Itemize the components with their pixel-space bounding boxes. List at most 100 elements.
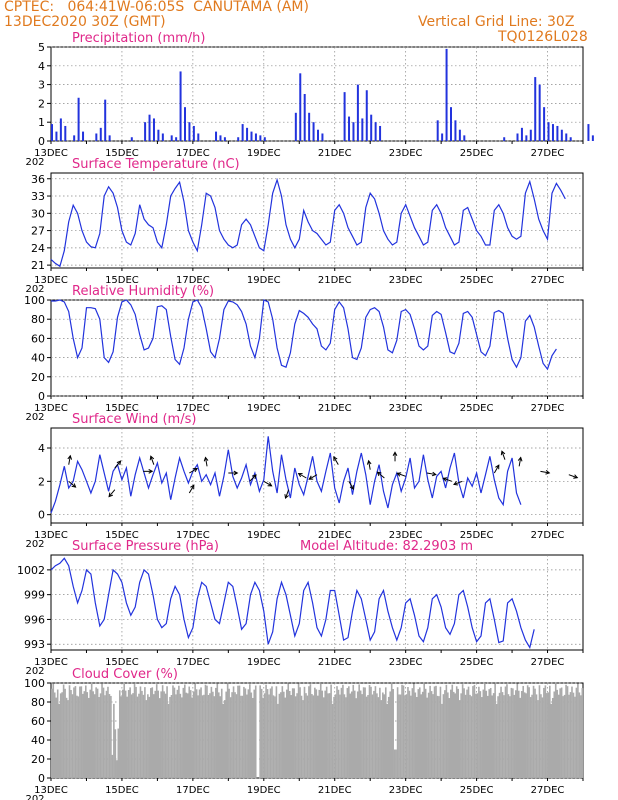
cloud-bar [319,683,322,778]
cloud-ytick-label: 60 [31,715,45,728]
cloud-bar [259,685,261,778]
cloud-bar [506,684,508,778]
cloud-bar [494,683,496,778]
cloud-bar [577,683,579,778]
cloud-xtick-label: 15DEC [105,785,139,796]
wind-arrow-head [308,475,314,480]
cloud-bar [175,694,177,778]
wind-arrow-head [376,471,382,477]
cloud-bar [382,692,384,778]
cloud-bar [384,687,387,778]
cloud-bar [166,686,168,778]
rh-title: Relative Humidity (%) [72,284,214,299]
cloud-bar [438,696,440,778]
cloud-bar [556,689,558,778]
cloud-bar [71,694,74,778]
precip-bar [560,129,563,141]
precip-bar [157,129,160,141]
cloud-bar [126,696,128,778]
precip-ytick-label: 4 [38,60,45,73]
cloud-bar [82,693,84,778]
cloud-bar [312,695,315,778]
precip-xtick-label: 15DEC [105,148,139,159]
cloud-bar [379,687,381,778]
cloud-bar [220,688,223,778]
cloud-bar [563,694,566,778]
cloud-bar [485,690,488,778]
wind-arrow [397,472,406,477]
cloud-bar [489,687,492,778]
precip-bar [591,135,594,141]
cloud-bar [501,692,504,778]
cloud-bar [232,686,235,778]
pressure-title: Surface Pressure (hPa) [72,539,219,554]
precip-bar [352,122,355,141]
cloud-bar [268,694,270,778]
cloud-bar [84,685,87,778]
cloud-bar [504,686,507,778]
cloud-xtick-label: 13DEC [34,785,68,796]
cloud-bar [118,690,121,778]
precip-bar [294,112,297,141]
precip-bar [73,135,76,141]
cloud-bar [170,695,173,778]
precip-bar [441,133,444,141]
rh-xtick-label: 19DEC [247,403,281,414]
cloud-bar [460,693,462,778]
cloud-bar [426,697,428,778]
wind-title: Surface Wind (m/s) [72,412,196,427]
cloud-bar [520,691,523,778]
cloud-bar [377,697,380,778]
precip-bar [538,84,541,141]
cloud-bar [455,686,458,778]
wind-arrow-head [333,455,338,461]
wind-arrow-head [190,484,195,490]
cloud-bar [368,685,371,778]
cloud-bar [79,686,81,778]
cloud-bar [163,691,165,778]
header-line1: CPTEC: 064:41W-06:05S CANUTAMA (AM) [4,0,309,15]
wind-arrow [249,474,257,482]
wind-arrow-head [366,459,372,465]
precip-bar [547,122,550,141]
cloud-bar [121,689,124,778]
cloud-panel [47,682,584,781]
precip-bar [374,122,377,141]
cloud-bar [544,685,547,778]
cloud-bar [288,690,291,778]
wind-arrow [493,464,500,474]
precip-bar [192,125,195,141]
cloud-bar [246,694,248,778]
rh-panel [47,299,584,399]
cloud-bar [59,693,62,778]
wind-arrow [348,481,354,490]
wind-ytick-label: 4 [38,442,45,455]
cloud-bar [263,693,266,778]
precip-xtick-label: 25DEC [460,148,494,159]
cloud-bar [517,690,520,778]
cloud-bar [311,694,313,778]
temp-xtick-label: 19DEC [247,275,281,286]
pressure-ytick-label: 999 [24,589,45,602]
rh-xtick-label: 21DEC [318,403,352,414]
cloud-bar [275,686,278,778]
rh-ytick-label: 20 [31,371,45,384]
cloud-bar [124,690,127,778]
precip-bar [223,137,226,141]
precip-bar [55,131,58,141]
wind-arrow-head [251,474,257,479]
precip-bar [503,137,506,141]
cloud-bar [212,691,214,778]
cloud-ytick-label: 40 [31,734,45,747]
cloud-bar [525,693,527,778]
cloud-bar [433,686,436,778]
precip-bar [565,133,568,141]
wind-arrow-head [495,464,500,470]
cloud-bar [325,686,328,778]
cloud-bar [507,694,510,778]
cloud-bar [55,697,58,778]
cloud-bar [324,690,326,778]
wind-arrow [108,489,116,497]
cloud-bar [250,692,253,778]
precip-bar [259,135,262,141]
